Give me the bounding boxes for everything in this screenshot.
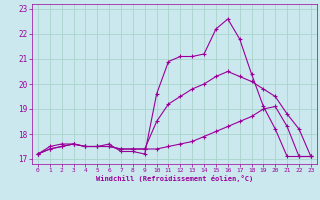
X-axis label: Windchill (Refroidissement éolien,°C): Windchill (Refroidissement éolien,°C) [96,175,253,182]
